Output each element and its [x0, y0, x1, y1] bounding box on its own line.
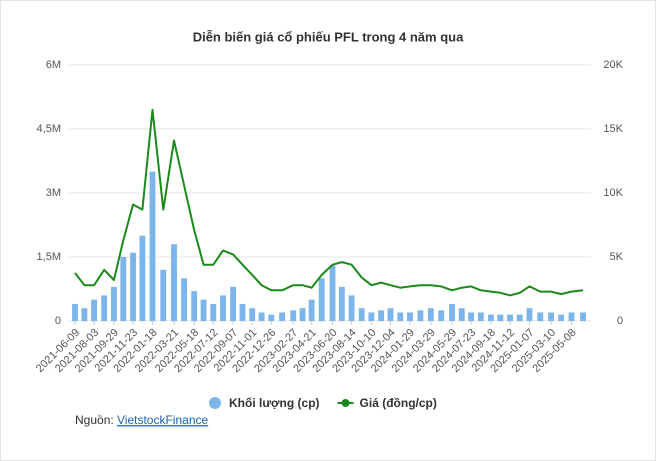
volume-bar — [290, 310, 297, 321]
volume-bar — [417, 310, 424, 321]
volume-bar — [548, 312, 554, 321]
volume-bar — [338, 286, 345, 321]
volume-bar — [181, 278, 188, 321]
y2-tick-label: 15K — [603, 123, 623, 135]
y-tick-label: 4,5M — [37, 123, 61, 135]
volume-bar — [449, 303, 455, 321]
volume-bar — [477, 312, 484, 321]
volume-bar — [397, 312, 404, 321]
source-link[interactable]: VietstockFinance — [117, 413, 208, 427]
y-tick-label: 1,5M — [37, 251, 61, 263]
legend-symbol — [209, 397, 221, 409]
y2-tick-label: 10K — [603, 187, 623, 199]
volume-bar — [537, 312, 544, 321]
volume-bar — [101, 295, 108, 321]
volume-bar — [200, 299, 207, 321]
volume-bar — [427, 308, 434, 321]
volume-bar — [329, 265, 336, 321]
volume-bar — [191, 291, 198, 321]
volume-bar — [368, 312, 375, 321]
legend-label[interactable]: Khối lượng (cp) — [229, 396, 320, 410]
volume-bar — [210, 303, 217, 321]
y-tick-label: 6M — [46, 59, 61, 71]
legend-symbol — [341, 399, 350, 407]
y2-tick-label: 20K — [603, 59, 623, 71]
volume-bar — [149, 171, 156, 321]
volume-bar — [516, 314, 523, 321]
volume-bar — [497, 314, 504, 321]
volume-bar — [171, 244, 177, 321]
volume-bar — [110, 286, 117, 321]
volume-bar — [268, 314, 275, 321]
volume-bar — [249, 308, 256, 321]
volume-bar — [348, 295, 355, 321]
y-tick-label: 0 — [55, 315, 61, 327]
volume-bar — [220, 295, 226, 321]
volume-bar — [160, 269, 167, 321]
volume-bar — [318, 278, 325, 321]
volume-bar — [526, 308, 533, 321]
volume-bar — [308, 299, 315, 321]
volume-bar — [407, 312, 413, 321]
y2-tick-label: 0 — [617, 315, 623, 327]
volume-bar — [120, 257, 127, 321]
y-tick-label: 3M — [46, 187, 61, 199]
y2-tick-label: 5K — [610, 251, 624, 263]
volume-bar — [387, 308, 394, 321]
volume-bar — [358, 308, 365, 321]
volume-bar — [580, 312, 586, 321]
volume-bar — [487, 314, 494, 321]
volume-bar — [458, 308, 465, 321]
volume-bar — [568, 312, 575, 321]
volume-bar — [558, 314, 565, 321]
volume-bar — [130, 252, 136, 321]
volume-bar — [438, 310, 445, 321]
price-line — [74, 108, 584, 297]
volume-bar — [72, 303, 78, 321]
volume-bar — [139, 235, 146, 321]
volume-bar — [468, 312, 475, 321]
volume-bar — [299, 308, 306, 321]
volume-bar — [378, 310, 385, 321]
volume-bar — [81, 308, 88, 321]
volume-bar — [258, 312, 265, 321]
volume-bar — [91, 299, 98, 321]
source-label: Nguồn: — [75, 413, 114, 427]
volume-bar — [230, 286, 237, 321]
volume-bar — [279, 312, 286, 321]
volume-bar — [507, 314, 513, 321]
chart-title: Diễn biến giá cổ phiếu PFL trong 4 năm q… — [193, 29, 464, 44]
legend-label[interactable]: Giá (đồng/cp) — [360, 396, 437, 410]
volume-bar — [239, 303, 246, 321]
